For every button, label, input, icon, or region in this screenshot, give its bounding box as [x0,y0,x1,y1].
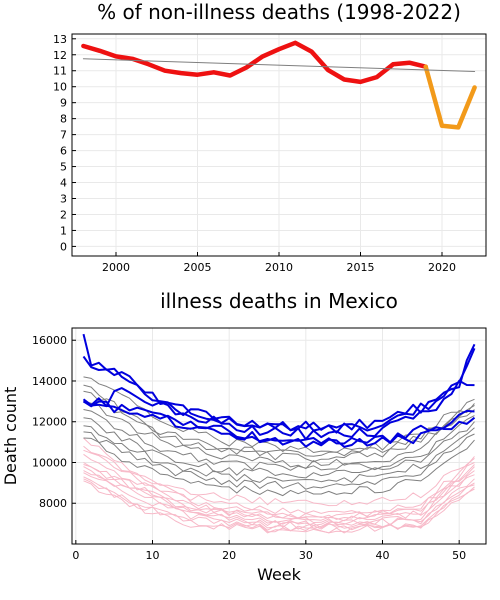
y-tick-label: 14000 [32,375,67,388]
y-tick-label: 6 [60,145,67,158]
chart-bottom-frame [71,327,487,545]
series-line-blue [82,348,476,432]
x-tick-label: 0 [72,549,79,562]
chart-bottom-grid [72,328,486,544]
x-tick-label: 50 [452,549,466,562]
y-tick-label: 0 [60,240,67,253]
chart-top-x-ticks: 2000 2005 2010 2015 2020 [102,252,456,274]
chart-top-title: % of non-illness deaths (1998-2022) [97,0,461,24]
series-line-pink [83,453,475,522]
series-line-pink [83,449,475,507]
chart-illness-deaths: illness deaths in Mexico 0 10 20 30 40 50 800… [1,289,487,584]
y-tick-label: 7 [60,129,67,142]
series-line-blue [83,379,475,441]
x-tick-label: 2015 [346,261,374,274]
y-tick-label: 8 [60,113,67,126]
y-tick-label: 13 [53,33,67,46]
chart-bottom-y-label: Death count [1,387,20,486]
x-tick-label: 20 [222,549,236,562]
trend-line [82,58,476,72]
y-tick-label: 1 [60,224,67,237]
chart-bottom-title: illness deaths in Mexico [160,289,398,313]
series-line-gray [83,437,475,497]
x-tick-label: 2000 [102,261,130,274]
x-tick-label: 2005 [184,261,212,274]
series-line-gray [83,400,475,470]
chart-bottom-y-ticks: 8000 10000 12000 14000 16000 [32,334,76,510]
y-tick-label: 12 [53,49,67,62]
series-line-gray [83,425,475,483]
y-tick-label: 3 [60,193,67,206]
series-line-pink [83,480,475,534]
x-tick-label: 2010 [265,261,293,274]
y-tick-label: 12000 [32,416,67,429]
series-line-2019-2022 [423,64,477,130]
series-line-gray [83,384,475,457]
series-line-pink [83,472,475,531]
series-line-pink [83,464,475,519]
y-tick-label: 8000 [39,497,67,510]
chart-bottom-x-ticks: 0 10 20 30 40 50 [72,540,466,562]
y-tick-label: 2 [60,208,67,221]
series-line-blue [82,333,476,434]
x-tick-label: 30 [299,549,313,562]
series-line-gray [83,409,475,471]
y-tick-label: 16000 [32,334,67,347]
series-line-gray [83,390,475,463]
series-line-pink [83,437,475,514]
y-tick-label: 10000 [32,456,67,469]
series-line-pink [83,462,475,525]
series-line-gray [83,417,475,479]
series-line-pre-2019 [81,40,428,85]
chart-top-series [81,40,477,130]
y-tick-label: 9 [60,97,67,110]
chart-bottom-series [82,333,476,534]
y-tick-label: 5 [60,161,67,174]
series-line-pink [83,476,475,532]
x-tick-label: 10 [146,549,160,562]
series-line-gray [83,431,475,490]
x-tick-label: 2020 [428,261,456,274]
chart-percent-non-illness: % of non-illness deaths (1998-2022) 2000… [53,0,487,274]
y-tick-label: 4 [60,177,67,190]
y-tick-label: 11 [53,65,67,78]
x-tick-label: 40 [376,549,390,562]
y-tick-label: 10 [53,81,67,94]
chart-bottom-x-label: Week [257,565,302,584]
chart-top-grid [72,34,486,256]
series-line-blue [82,400,476,448]
